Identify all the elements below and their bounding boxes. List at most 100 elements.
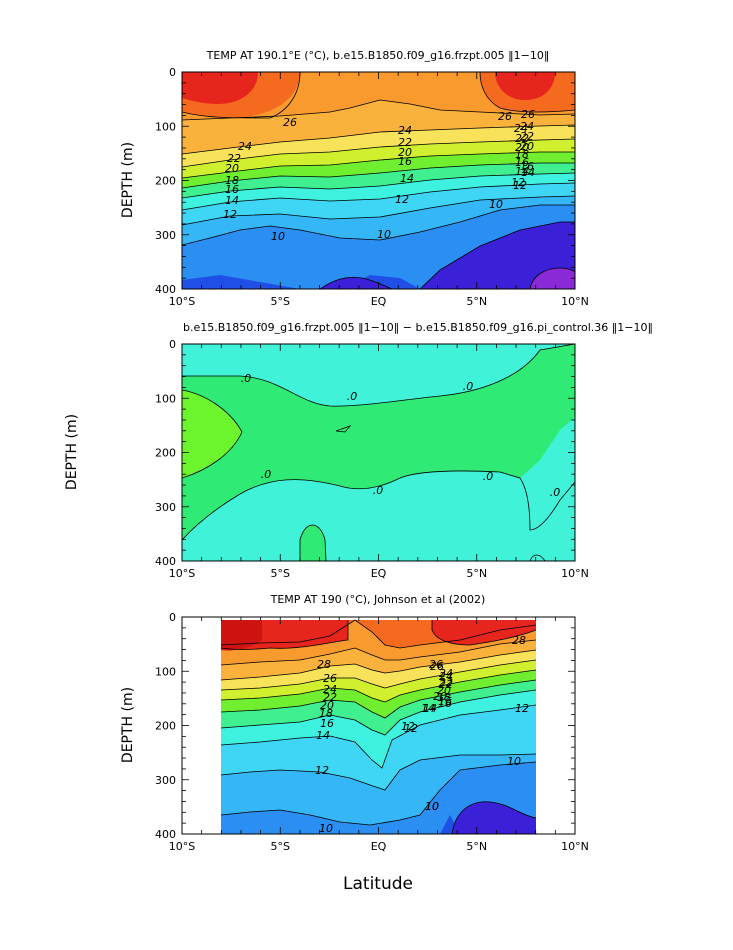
fill-16 <box>182 173 575 210</box>
contour-label: 16 <box>520 160 534 173</box>
fill-core-east <box>495 72 555 100</box>
contour-label: 26 <box>498 110 512 123</box>
contour-label: 10 <box>377 228 391 241</box>
panel2-fills <box>182 344 575 561</box>
x-tick-label: EQ <box>371 295 387 308</box>
x-tick-label: 10°S <box>169 295 195 308</box>
contour-label: 18 <box>515 148 529 161</box>
contour-label: 24 <box>398 124 412 137</box>
x-tick-label: 5°S <box>271 840 290 853</box>
contour-label: 22 <box>520 130 534 143</box>
contour-label: 22 <box>227 152 241 165</box>
obs-fill-10 <box>221 762 536 834</box>
contour-label: 22 <box>439 678 453 691</box>
diff-negative-blob <box>182 390 242 478</box>
x-tick-label: 5°S <box>271 567 290 580</box>
obs-fill-14 <box>221 705 536 790</box>
contour-label: 12 <box>513 179 527 192</box>
contour-label: 10 <box>425 800 439 813</box>
contour-label: 16 <box>438 695 452 708</box>
contour-label: 12 <box>404 722 418 735</box>
contour-label: 14 <box>400 172 414 185</box>
y-tick-label: 300 <box>155 501 176 514</box>
contour-label: .0 <box>261 468 272 481</box>
contour-label: .0 <box>373 484 384 497</box>
contour-label: .0 <box>463 380 474 393</box>
panel1-ylabel: DEPTH (m) <box>120 142 136 218</box>
contour-label: 14 <box>316 729 330 742</box>
x-tick-label: 10°N <box>561 840 589 853</box>
contour-label: .0 <box>550 486 561 499</box>
panel3-contour-labels: 2826242220181614121028262422201816141210… <box>315 634 529 835</box>
x-axis-label: Latitude <box>343 874 413 894</box>
fill-deep-mid <box>320 277 392 289</box>
obs-fill-18 <box>221 680 536 735</box>
y-tick-label: 400 <box>155 828 176 841</box>
contour-label: 14 <box>521 166 535 179</box>
contour-label: 16 <box>225 183 239 196</box>
fill-26 <box>182 100 575 154</box>
panel2-lines <box>182 344 575 561</box>
contour-label: 10 <box>425 800 439 813</box>
contour-label: 24 <box>520 120 534 133</box>
contour-label: 26 <box>429 658 443 671</box>
obs-core-west-dark <box>221 620 262 651</box>
contour-label: 26 <box>430 660 444 673</box>
panel2-contour-labels: .0 .0 .0 .0 .0 .0 .0 <box>241 372 561 499</box>
panel3-ylabel: DEPTH (m) <box>120 687 136 763</box>
x-tick-label: 10°S <box>169 567 195 580</box>
y-tick-label: 200 <box>155 175 176 188</box>
contour-label: 22 <box>398 136 412 149</box>
obs-fill-12 <box>221 754 536 825</box>
fill-14 <box>182 183 575 225</box>
y-tick-label: 0 <box>169 611 176 624</box>
contour-label: 20 <box>433 690 447 703</box>
diff-neutral-band <box>182 344 575 540</box>
obs-fill-24 <box>221 650 536 690</box>
contour-label: 20 <box>320 699 334 712</box>
panel1-lines <box>182 72 575 289</box>
panel1-fills <box>182 72 575 289</box>
contour-label: .0 <box>347 390 358 403</box>
obs-fill-26 <box>221 640 536 680</box>
fill-deep-east <box>420 222 575 289</box>
y-tick-label: 400 <box>155 555 176 568</box>
fill-22 <box>182 139 575 178</box>
contour-label: 10 <box>319 822 333 835</box>
contour-label: 26 <box>521 108 535 121</box>
y-tick-label: 100 <box>155 665 176 678</box>
panel1-axis-ticks: 10°S 5°S EQ 5°N 10°N 0 100 200 300 400 <box>155 66 589 308</box>
panel-observed-temperature: TEMP AT 190 (°C), Johnson et al (2002) D… <box>120 593 589 853</box>
contour-label: 22 <box>515 132 529 145</box>
contour-label: 12 <box>315 764 329 777</box>
panel3-lines <box>220 619 537 834</box>
contour-label: 12 <box>515 702 529 715</box>
contour-label: 14 <box>423 702 437 715</box>
y-tick-label: 100 <box>155 120 176 133</box>
contour-label: 14 <box>515 165 529 178</box>
diff-neutral-bottom <box>300 525 326 561</box>
panel1-title: TEMP AT 190.1°E (°C), b.e15.B1850.f09_g1… <box>206 49 550 62</box>
panel2-ylabel: DEPTH (m) <box>64 414 80 490</box>
contour-label: 20 <box>515 141 529 154</box>
contour-label: 14 <box>421 702 435 715</box>
fill-18 <box>182 163 575 198</box>
contour-label: 16 <box>320 717 334 730</box>
y-tick-label: 300 <box>155 774 176 787</box>
contour-label: 12 <box>395 193 409 206</box>
panel2-axis-ticks: 10°S 5°S EQ 5°N 10°N 0 100 200 300 400 <box>155 338 589 580</box>
y-tick-label: 100 <box>155 392 176 405</box>
x-tick-label: 10°S <box>169 840 195 853</box>
contour-label: 26 <box>323 672 337 685</box>
x-tick-label: 10°N <box>561 295 589 308</box>
x-tick-label: 10°N <box>561 567 589 580</box>
panel-model-temperature: TEMP AT 190.1°E (°C), b.e15.B1850.f09_g1… <box>120 49 589 308</box>
panel2-title: b.e15.B1850.f09_g16.frzpt.005 ‖1−10‖ − b… <box>183 321 653 334</box>
y-tick-label: 0 <box>169 66 176 79</box>
obs-fill-16 <box>221 690 536 768</box>
contour-label: 18 <box>225 174 239 187</box>
contour-label: 16 <box>438 697 452 710</box>
contour-label: 24 <box>439 670 453 683</box>
panel1-contour-labels: 2624222018161412102624222018161412102422… <box>223 108 535 243</box>
diff-neutral-trench <box>518 482 575 561</box>
